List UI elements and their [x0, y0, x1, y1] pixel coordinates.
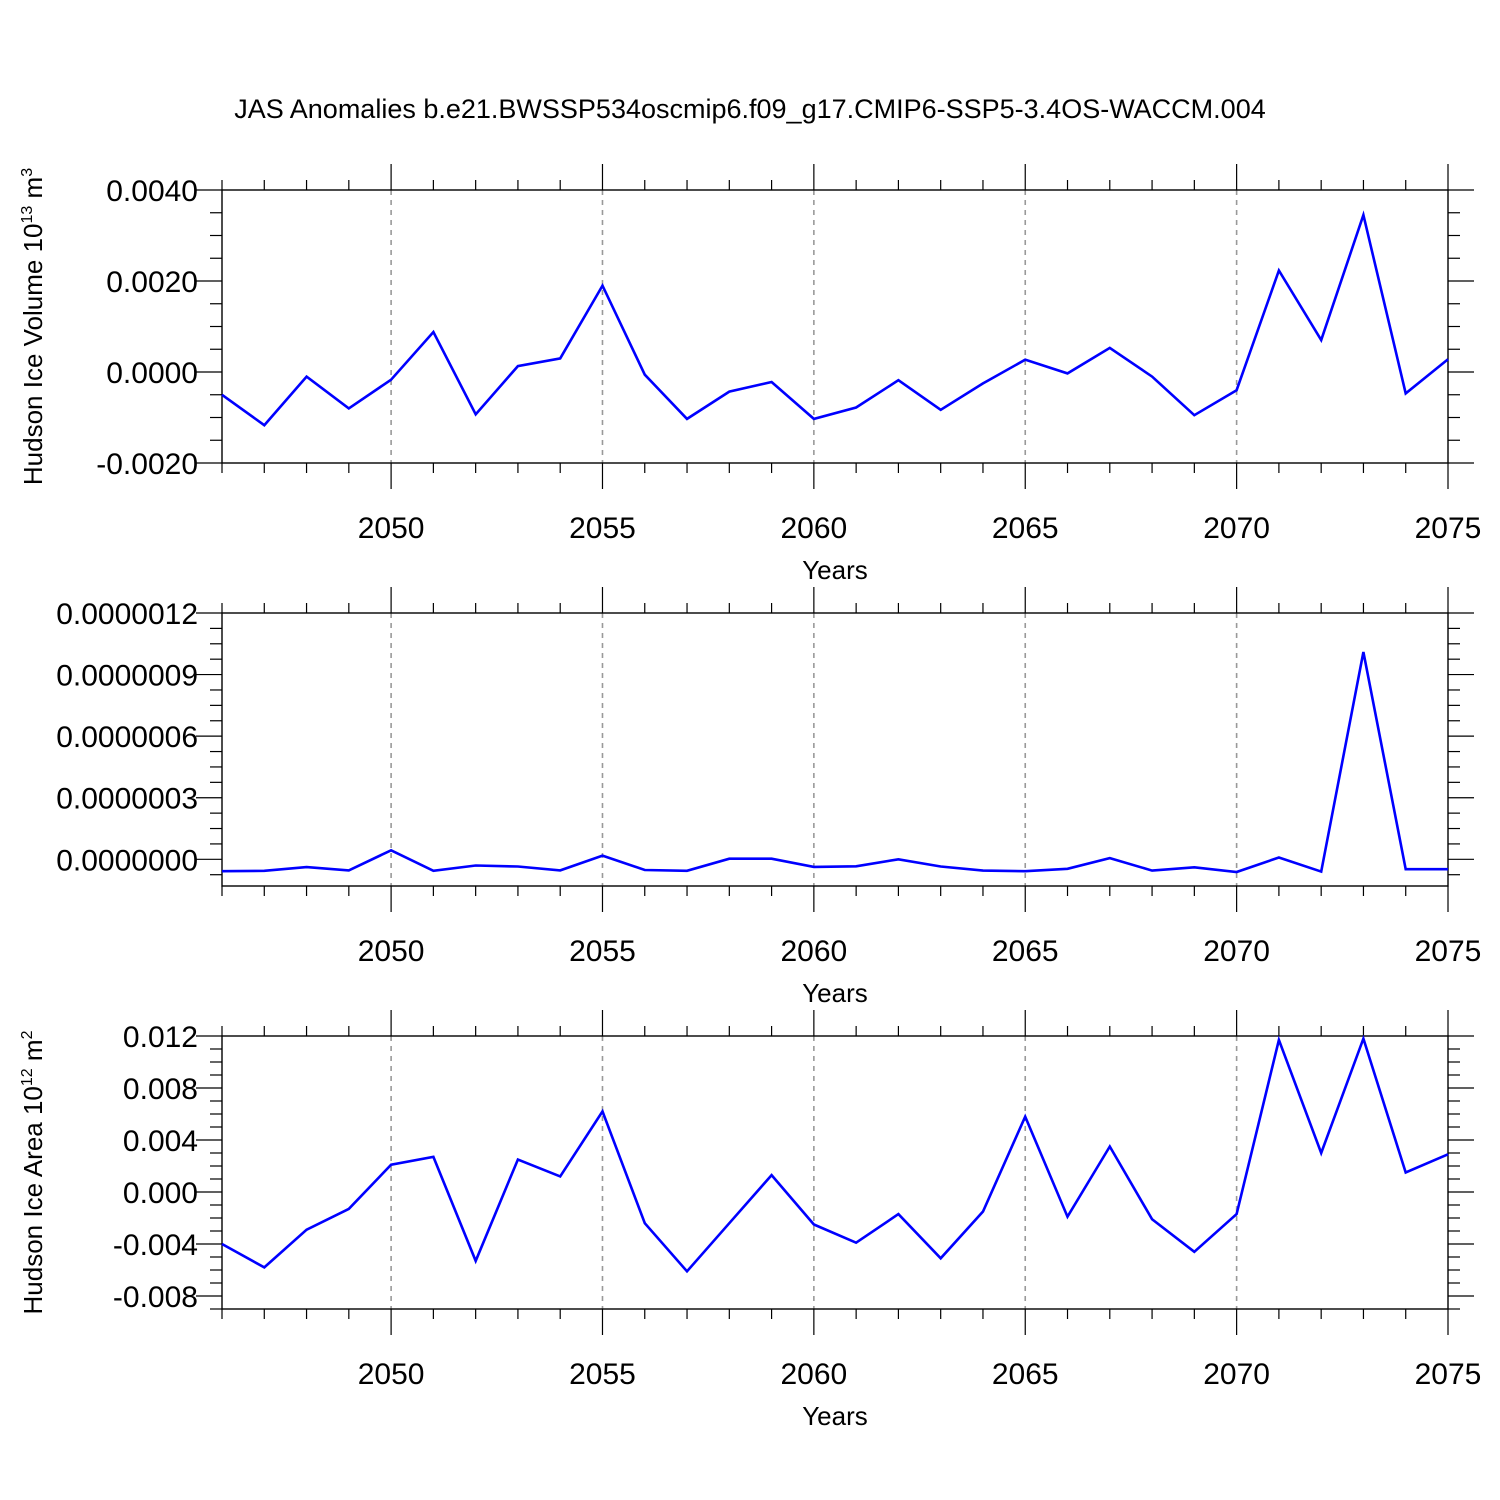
series-line-1	[221, 1034, 1449, 1274]
chart-title: JAS Anomalies b.e21.BWSSP534oscmip6.f09_…	[234, 94, 1265, 124]
panel-3: -0.008 -0.004 0.000 0.004 0.008 0.012 2050 2055…	[18, 1010, 1481, 1431]
y-tick-label: 0.0000	[106, 357, 198, 390]
x-tick-label: 2075	[1415, 935, 1482, 968]
panel-1: -0.0020 0.0000 0.0020 0.0040 2050 2055 2060 206…	[18, 164, 1481, 585]
x-tick-label: 2065	[992, 935, 1059, 968]
x-tick-label: 2050	[358, 1358, 425, 1391]
y-tick-label: 0.012	[123, 1021, 198, 1054]
y-tick-label: 0.0000000	[56, 844, 198, 877]
x-tick-label: 2070	[1203, 1358, 1270, 1391]
x-tick-label: 2050	[358, 512, 425, 545]
x-tick-label: 2055	[569, 1358, 636, 1391]
x-tick-label: 2070	[1203, 512, 1270, 545]
y-tick-label: 0.0000003	[56, 783, 198, 816]
y-tick-label: 0.004	[123, 1125, 198, 1158]
x-tick-label: 2050	[358, 935, 425, 968]
y-tick-label: 0.000	[123, 1177, 198, 1210]
panels: -0.0020 0.0000 0.0020 0.0040 2050 2055 2060 206…	[18, 164, 1481, 1431]
y-tick-label: 0.0000009	[56, 660, 198, 693]
plot-frame	[221, 612, 1449, 887]
x-tick-label: 2060	[780, 935, 847, 968]
y-tick-label: 0.008	[123, 1073, 198, 1106]
y-axis-title: Hudson Ice Volume 1013 m3	[18, 168, 48, 485]
y-tick-label: -0.0020	[96, 448, 198, 481]
x-tick-label: 2065	[992, 1358, 1059, 1391]
plot-frame	[221, 1035, 1449, 1310]
y-tick-label: -0.004	[113, 1229, 198, 1262]
y-tick-label: 0.0000006	[56, 721, 198, 754]
y-tick-label: -0.008	[113, 1281, 198, 1314]
x-tick-label: 2075	[1415, 1358, 1482, 1391]
y-tick-label: 0.0040	[106, 175, 198, 208]
plot-frame	[221, 189, 1449, 464]
series-line-1	[221, 210, 1449, 427]
x-axis-title: Years	[802, 555, 868, 585]
y-tick-label: 0.0020	[106, 266, 198, 299]
x-tick-label: 2055	[569, 512, 636, 545]
x-tick-label: 2075	[1415, 512, 1482, 545]
x-axis-title: Years	[802, 978, 868, 1008]
panel-2: 0.0000000 0.0000003 0.0000006 0.0000009 0.00…	[56, 587, 1481, 1008]
x-tick-label: 2065	[992, 512, 1059, 545]
x-tick-label: 2055	[569, 935, 636, 968]
series-line-1	[221, 651, 1448, 874]
y-tick-label: 0.0000012	[56, 598, 198, 631]
x-tick-label: 2060	[780, 512, 847, 545]
x-tick-label: 2070	[1203, 935, 1270, 968]
x-axis-title: Years	[802, 1401, 868, 1431]
y-axis-title: Hudson Ice Area 1012 m2	[18, 1030, 48, 1314]
x-tick-label: 2060	[780, 1358, 847, 1391]
